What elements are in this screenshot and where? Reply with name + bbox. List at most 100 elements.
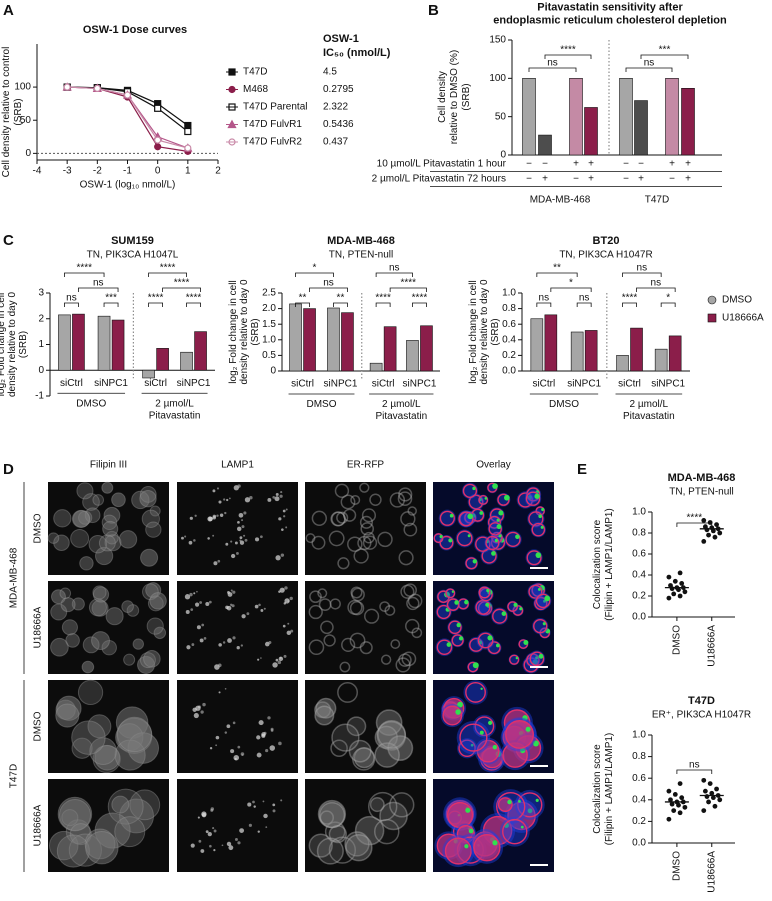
cell — [357, 535, 372, 551]
cell — [496, 518, 500, 522]
cell — [225, 542, 229, 546]
cell — [309, 590, 322, 604]
cell — [243, 511, 247, 515]
cell — [514, 789, 545, 820]
chart-title-line: endoplasmic reticulum cholesterol deplet… — [493, 14, 727, 26]
cell — [241, 525, 245, 529]
cell — [446, 642, 452, 647]
group-label-line: DMSO — [549, 399, 579, 410]
cell — [249, 495, 253, 500]
cell — [257, 658, 260, 661]
cell — [61, 809, 79, 827]
cell — [260, 535, 263, 539]
cell — [253, 805, 256, 808]
cell — [464, 511, 477, 524]
cell — [226, 724, 231, 729]
column-header: Filipin III — [90, 460, 127, 471]
cell — [498, 510, 504, 516]
cell — [406, 596, 420, 611]
cell — [244, 538, 248, 542]
cell — [353, 548, 369, 564]
condition-mark: + — [588, 174, 594, 185]
significance-label: ns — [644, 58, 655, 69]
x-tick-label: -1 — [123, 166, 132, 177]
legend-title-line: OSW-1 — [323, 33, 359, 45]
cell — [328, 824, 347, 844]
cell — [390, 639, 401, 649]
cell — [436, 604, 451, 620]
y-tick-label: 0 — [38, 365, 44, 376]
column-header: Overlay — [476, 460, 510, 471]
bar — [569, 78, 583, 156]
cell — [400, 584, 415, 599]
x-tick-label: siNPC1 — [324, 379, 358, 390]
cell — [400, 511, 416, 527]
cell — [363, 531, 375, 544]
cell — [139, 490, 157, 508]
cell — [534, 493, 540, 499]
cell — [328, 836, 357, 864]
condition-label: 2 µmol/L Pitavastatin 72 hours — [372, 174, 506, 185]
cell — [256, 735, 261, 740]
cell — [459, 723, 488, 752]
cell — [68, 833, 103, 867]
y-tick-label: 0.0 — [632, 612, 646, 623]
cell — [362, 535, 378, 550]
cell — [254, 604, 259, 609]
cell — [311, 535, 326, 550]
cell — [472, 714, 496, 738]
cell — [212, 489, 216, 493]
cell — [359, 641, 373, 655]
cell — [230, 749, 235, 754]
cell — [317, 799, 347, 829]
cell — [540, 525, 544, 529]
cell — [465, 682, 486, 703]
x-tick-label: U18666A — [706, 625, 717, 667]
significance-label: **** — [622, 293, 638, 304]
micrograph — [48, 679, 169, 774]
cell — [257, 830, 260, 833]
significance-label: **** — [412, 293, 428, 304]
cell — [468, 494, 484, 510]
cell — [498, 534, 502, 538]
cell — [289, 596, 293, 601]
cell — [530, 521, 547, 538]
cell — [265, 826, 268, 829]
significance-bracket — [640, 54, 689, 59]
cell — [218, 643, 222, 647]
cell — [203, 637, 207, 640]
cell — [377, 531, 393, 548]
significance-label: **** — [186, 293, 202, 304]
cell — [346, 716, 367, 737]
y-axis-label: log₂ Fold change in celldensity relative… — [228, 279, 261, 384]
significance-bracket — [636, 287, 676, 292]
cell — [280, 799, 283, 802]
cell — [196, 590, 198, 593]
cell — [91, 599, 109, 617]
group-label: T47D — [645, 195, 669, 206]
y-tick-label: 0.6 — [632, 549, 646, 560]
cell — [279, 494, 283, 498]
cell — [405, 618, 420, 634]
cell — [51, 589, 66, 605]
legend-label: T47D — [243, 67, 267, 78]
cell — [196, 625, 201, 630]
data-point — [702, 524, 708, 530]
significance-label: *** — [105, 293, 117, 304]
cell — [535, 798, 539, 802]
y-axis-label-line: Cell density — [437, 71, 448, 123]
data-point — [702, 788, 708, 794]
significance-label: ** — [337, 293, 345, 304]
data-point — [706, 532, 711, 538]
cell — [105, 530, 119, 545]
cell — [207, 832, 212, 837]
micrograph — [47, 481, 169, 575]
chart-subtitle: TN, PIK3CA H1047R — [559, 250, 652, 261]
legend-title: OSW-1 IC₅₀ (nmol/L) — [323, 33, 391, 59]
chart-title-line: Pitavastatin sensitivity after — [537, 1, 683, 13]
cell — [376, 720, 407, 751]
micrograph — [433, 581, 554, 674]
cell — [92, 494, 105, 506]
cell — [528, 511, 544, 527]
data-point — [714, 786, 719, 792]
